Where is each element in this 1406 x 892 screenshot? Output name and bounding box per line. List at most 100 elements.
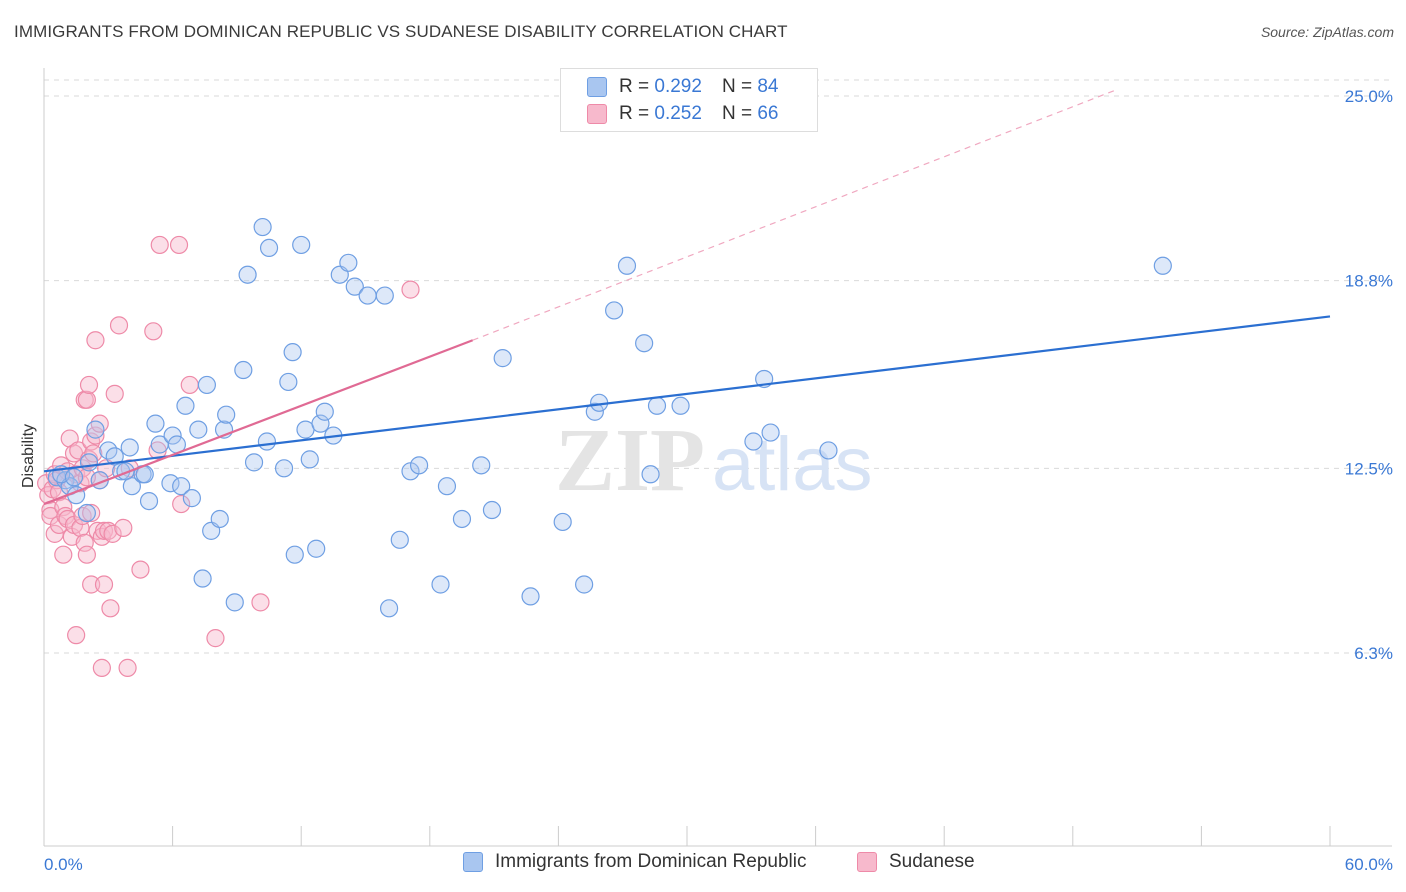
sudanese-point: [114, 518, 133, 537]
sudanese-point: [82, 503, 101, 523]
watermark-atlas: atlas: [712, 422, 873, 507]
sudanese-point: [180, 375, 199, 395]
source-label: Source: ZipAtlas.com: [1260, 24, 1394, 40]
dominican-point: [647, 396, 667, 415]
dominican-point: [472, 456, 491, 475]
legend-r-value-dominican: 0.292: [654, 76, 702, 97]
dominican-point: [146, 414, 165, 433]
dominican-point: [375, 286, 394, 305]
dominican-point: [274, 459, 294, 478]
dominican-point: [605, 301, 624, 320]
dominican-point: [1153, 256, 1172, 275]
sudanese-point: [77, 390, 96, 409]
dominican-point: [283, 343, 302, 362]
sudanese-point: [54, 545, 73, 564]
watermark: ZIP atlas: [555, 411, 873, 510]
dominican-point: [300, 450, 319, 469]
dominican-point: [744, 432, 763, 451]
dominican-point: [292, 235, 311, 255]
dominican-point: [64, 468, 84, 487]
dominican-point: [641, 465, 660, 484]
dominican-point: [585, 402, 604, 421]
sudanese-point: [109, 316, 129, 335]
sudanese-trend-line: [43, 339, 474, 506]
sudanese-point: [118, 658, 137, 677]
x-tick-label-min: 0.0%: [44, 855, 83, 874]
legend-swatch-blue: [587, 77, 607, 97]
sudanese-point: [401, 280, 420, 299]
dominican-point: [521, 587, 540, 606]
y-tick-label: 25.0%: [1345, 87, 1393, 106]
sudanese-point: [67, 626, 86, 645]
sudanese-point: [86, 331, 105, 350]
x-tick-label-max: 60.0%: [1345, 855, 1393, 874]
series-name-dominican: Immigrants from Dominican Republic: [495, 851, 807, 872]
dominican-point: [431, 575, 450, 594]
sudanese-point: [172, 494, 191, 514]
legend-row-sudanese: R = 0.252 N = 66: [587, 102, 778, 126]
dominican-point: [671, 396, 690, 415]
watermark-zip: ZIP: [555, 411, 705, 510]
sudanese-trend-extension: [472, 89, 1116, 341]
dominican-point: [311, 414, 330, 433]
dominican-point: [279, 372, 298, 392]
dominican-point: [635, 334, 654, 353]
sudanese-point: [144, 322, 163, 341]
axes: [43, 68, 1392, 847]
sudanese-points: [37, 235, 420, 677]
dominican-point: [182, 489, 201, 508]
y-tick-labels: 6.3% 12.5% 18.8% 25.0%: [1345, 87, 1393, 663]
dominican-point: [217, 405, 236, 424]
dominican-point: [575, 575, 594, 594]
dominican-point: [253, 217, 272, 237]
legend-r-label: R =: [619, 76, 650, 97]
dominican-point: [482, 500, 502, 520]
dominican-point: [193, 569, 212, 588]
sudanese-point: [86, 426, 105, 445]
sudanese-point: [150, 235, 169, 255]
legend-r-value-sudanese: 0.252: [654, 103, 702, 124]
dominican-point: [189, 420, 208, 439]
dominican-point: [210, 509, 229, 529]
sudanese-point: [131, 560, 150, 579]
trend-lines: [43, 89, 1331, 506]
dominican-point: [259, 238, 279, 258]
dominican-point: [161, 474, 180, 493]
series-legend: Immigrants from Dominican Republic Sudan…: [0, 851, 1406, 877]
correlation-legend: R = 0.292 N = 84 R = 0.252 N = 66: [560, 68, 818, 132]
dominican-point: [339, 253, 358, 272]
sudanese-point: [82, 575, 101, 594]
y-tick-label: 18.8%: [1345, 272, 1393, 291]
dominican-point: [452, 509, 472, 529]
dominican-point: [285, 545, 304, 564]
dominican-point: [238, 265, 257, 284]
dominican-point: [379, 599, 399, 618]
dominican-point: [234, 360, 253, 380]
series-legend-dominican[interactable]: Immigrants from Dominican Republic: [463, 851, 807, 873]
legend-n-value-sudanese: 66: [757, 103, 779, 124]
dominican-point: [77, 503, 96, 523]
dominican-point: [437, 477, 457, 496]
dominican-point: [172, 477, 191, 496]
y-tick-label: 12.5%: [1345, 459, 1393, 478]
sudanese-point: [105, 384, 124, 403]
y-axis-label: Disability: [20, 424, 37, 488]
sudanese-point: [169, 235, 189, 255]
dominican-point: [409, 456, 429, 475]
sudanese-point: [84, 444, 103, 463]
series-swatch-blue: [463, 852, 483, 872]
series-name-sudanese: Sudanese: [889, 851, 975, 872]
legend-swatch-pink: [587, 104, 607, 124]
sudanese-point: [251, 593, 270, 612]
series-legend-sudanese[interactable]: Sudanese: [857, 851, 975, 873]
dominican-point: [244, 453, 264, 472]
sudanese-point: [77, 545, 96, 564]
dominican-point: [761, 423, 780, 442]
sudanese-point: [101, 599, 120, 618]
dominican-point: [390, 530, 409, 549]
dominican-points: [47, 110, 1172, 618]
sudanese-point: [79, 375, 99, 395]
dominican-point: [553, 512, 572, 532]
dominican-point: [122, 477, 141, 496]
